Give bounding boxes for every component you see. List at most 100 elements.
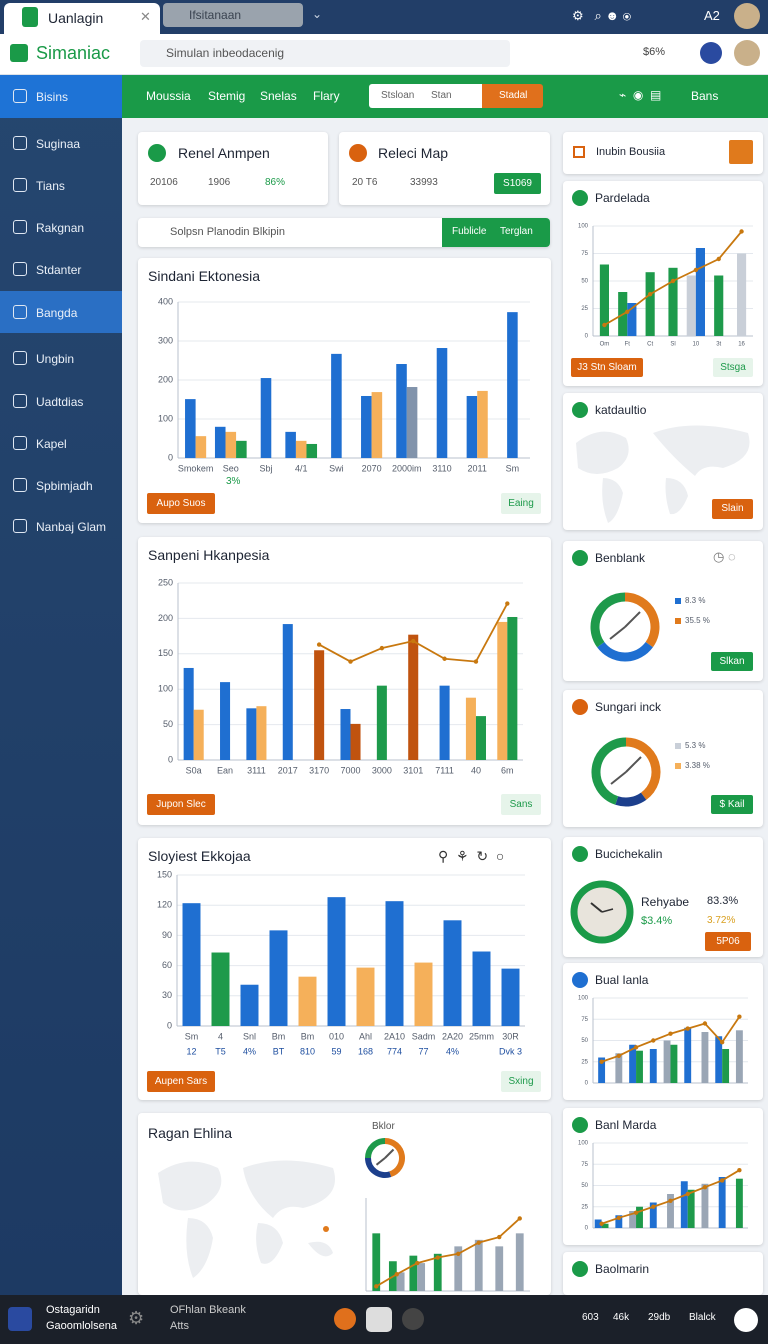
line-point (625, 309, 630, 314)
bar (599, 264, 609, 336)
line-point (473, 659, 479, 664)
line-point (616, 1053, 622, 1058)
chart-button[interactable]: Aupo Suos (147, 493, 215, 514)
pie-segment (384, 1138, 405, 1178)
nav-item[interactable]: Rakgnan (12, 220, 85, 235)
chart-button[interactable]: Jupon Slec (147, 794, 215, 815)
nav-tab[interactable]: Moussia (146, 89, 191, 103)
avatar[interactable] (734, 3, 760, 29)
card-button[interactable]: $ Kail (711, 795, 753, 814)
stat-button[interactable]: S1069 (494, 173, 541, 194)
nav-item[interactable]: Uadtdias (12, 394, 84, 409)
chart-button[interactable]: J3 Stn Sloam (571, 358, 643, 377)
dropdown[interactable]: ⌄ (312, 7, 323, 21)
chart-card: Pardelada J3 Stn Sloam Stsga 0 25 50 75 100 O… (563, 181, 763, 386)
nav-item[interactable]: Bisins (12, 89, 69, 104)
x-tick-label: Snl (243, 1031, 256, 1041)
bar (475, 716, 486, 760)
chart-button[interactable]: Sans (501, 794, 541, 815)
stat-icon (349, 144, 367, 162)
bell[interactable] (700, 42, 722, 64)
line-point (647, 292, 653, 297)
filter-button[interactable]: Fublicle Terglan (442, 218, 550, 247)
card-icon (572, 402, 588, 418)
nav-icons[interactable]: ⌁ ◉ ▤ (619, 88, 662, 102)
nav-item[interactable]: Stdanter (12, 262, 82, 277)
bar (185, 399, 196, 458)
app-icon[interactable] (402, 1308, 424, 1330)
x-tick-label: 2A10 (384, 1031, 405, 1041)
app-icon[interactable] (334, 1308, 356, 1330)
nav-tab[interactable]: Flary (313, 89, 340, 103)
nav-item[interactable]: Nanbaj Glam (12, 519, 107, 534)
line-point (599, 1221, 604, 1226)
line-point (685, 1026, 690, 1031)
card-button[interactable]: Slkan (711, 652, 753, 671)
chart-title: Pardelada (595, 191, 650, 205)
card-button[interactable]: Slain (712, 499, 753, 519)
legend-swatch (675, 598, 681, 604)
stat-value: 1906 (208, 177, 231, 188)
side-action[interactable] (729, 140, 753, 164)
y-tick-label: 90 (162, 930, 172, 940)
bar (182, 903, 201, 1026)
bar (667, 1194, 674, 1228)
chart-plot: 5.3 % 3.38 % (591, 737, 710, 807)
bar (371, 392, 383, 458)
tab-close[interactable]: ✕ (140, 9, 151, 24)
chart-title: Benblank (595, 551, 646, 565)
chart-tools[interactable]: ⚲ ⚘ ↻ ○ (438, 848, 505, 864)
bar (433, 1253, 442, 1291)
line-point (456, 1251, 461, 1256)
settings[interactable]: ⚙ (128, 1308, 145, 1328)
data-label: 4% (446, 1046, 459, 1056)
filter-button-text: Terglan (500, 226, 533, 237)
data-label: 59 (331, 1046, 341, 1056)
bar (670, 1044, 678, 1083)
gauge (570, 880, 634, 944)
bar (501, 968, 520, 1026)
header-stat: $6% (643, 46, 666, 58)
x-tick-label: 25mm (469, 1031, 494, 1041)
pie-segment (591, 737, 627, 805)
calendar[interactable] (734, 1308, 758, 1332)
chart-plot: 0 25 50 75 100 Om Ft Ct Sl 10 3t 16 (578, 224, 753, 348)
tab[interactable]: Uanlagin ✕ (4, 3, 160, 34)
nav-item[interactable]: Kapel (13, 436, 67, 451)
nav-tab[interactable]: Snelas (260, 89, 297, 103)
search[interactable]: Simulan inbeodacenig (140, 40, 510, 67)
chart-button[interactable]: Aupen Sars (147, 1071, 215, 1092)
nav-item[interactable]: Bangda (12, 305, 78, 320)
bar (414, 962, 433, 1026)
url-bar[interactable]: Ifsitanaan (163, 3, 303, 27)
card-title: Baolmarin (595, 1262, 650, 1276)
nav-item[interactable]: Ungbin (12, 351, 75, 366)
chart-button[interactable]: Sxing (501, 1071, 541, 1092)
y-tick-label: 120 (157, 900, 172, 910)
avatar[interactable] (734, 40, 760, 66)
card-button[interactable]: 5P06 (705, 932, 751, 951)
chart-button[interactable]: Eaing (501, 493, 541, 514)
x-tick-label: 2070 (362, 463, 382, 473)
nav-search[interactable]: Stsloan Stan (369, 84, 482, 108)
card-tools[interactable]: ◷ ◌ (713, 549, 736, 564)
nav-item[interactable]: Spbimjadh (13, 478, 93, 493)
nav-right[interactable]: Bans (691, 89, 719, 103)
x-tick-label: 30R (502, 1031, 519, 1041)
bar (701, 1032, 709, 1083)
app-icon[interactable] (366, 1307, 392, 1332)
filter-placeholder[interactable]: Solpsn Planodin Blkipin (170, 226, 285, 238)
chart-button[interactable]: Stsga (713, 358, 753, 377)
nav-item[interactable]: Suginaa (12, 136, 81, 151)
nav-button[interactable]: Stadal (482, 84, 543, 108)
x-tick-label: 2011 (468, 463, 487, 473)
y-tick-label: 75 (581, 1162, 588, 1168)
bar (735, 1030, 743, 1083)
nav-tab[interactable]: Stemig (208, 89, 246, 103)
icons[interactable]: ⚙ ⌕ ☻ ⦿ (572, 8, 632, 23)
x-tick-label: 16 (738, 342, 745, 348)
line-point (505, 601, 510, 606)
y-tick-label: 75 (581, 251, 588, 257)
nav-item[interactable]: Tians (13, 178, 65, 193)
chart-card: Benblank ◷ ◌ Slkan 8.3 % 35.5 % (563, 541, 763, 681)
